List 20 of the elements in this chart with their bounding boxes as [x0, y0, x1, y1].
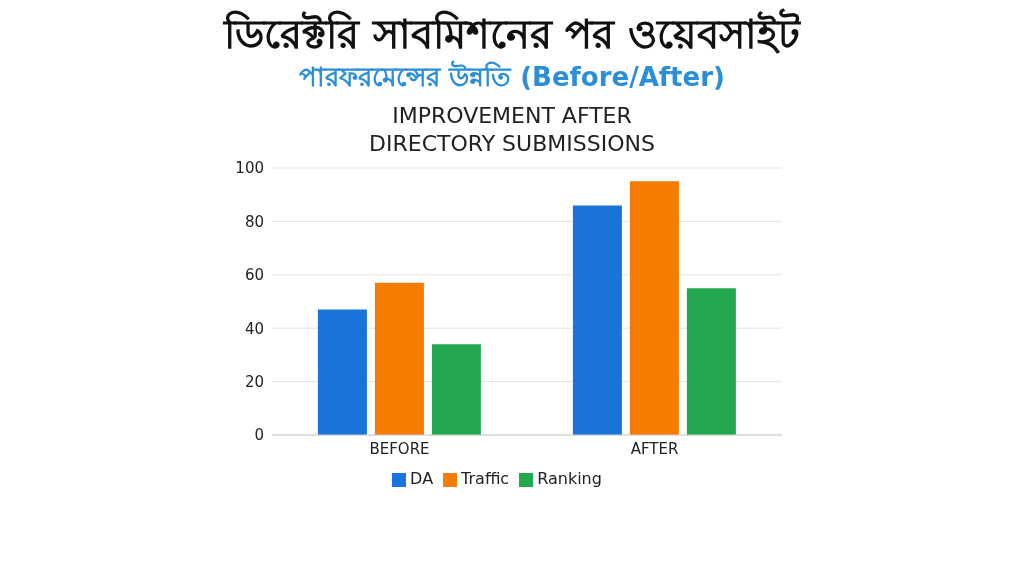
bar	[572, 205, 622, 435]
legend-label: Ranking	[537, 469, 602, 488]
legend-label: Traffic	[461, 469, 510, 488]
y-tick-label: 40	[244, 319, 264, 338]
bar	[317, 309, 367, 435]
y-tick-label: 20	[244, 372, 264, 391]
bar	[686, 288, 736, 435]
legend-label: DA	[410, 469, 434, 488]
bar	[374, 282, 424, 435]
bar	[629, 181, 679, 435]
x-tick-label: AFTER	[630, 439, 679, 458]
y-tick-label: 60	[244, 266, 264, 285]
bar	[431, 344, 481, 435]
y-tick-label: 0	[254, 426, 264, 445]
x-tick-label: BEFORE	[369, 439, 430, 458]
text: IMPROVEMENT AFTER DIRECTORY SUBMISSIONS	[368, 102, 656, 158]
y-tick-label: 80	[244, 212, 264, 231]
chart-subtitle: পারফরমেন্সের উন্নতি (Before/After)	[298, 60, 726, 94]
chart-title: ডিরেক্টরি সাবমিশনের পর ওয়েবসাইট	[222, 8, 802, 59]
y-tick-label: 100	[235, 159, 264, 178]
